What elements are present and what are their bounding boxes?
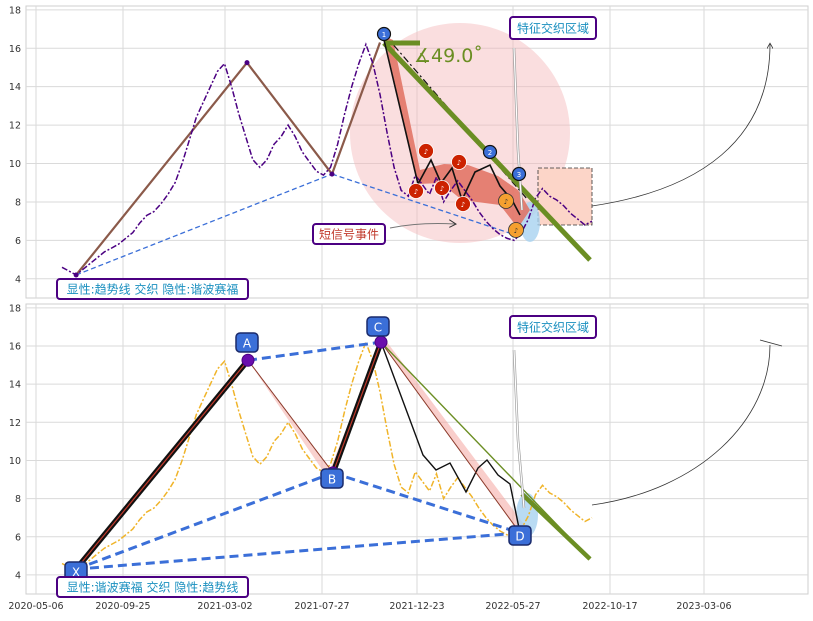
- signal-marker-orange: [508, 222, 524, 238]
- wave-number-marker: [511, 166, 527, 182]
- harmonic-point-label: D: [515, 530, 524, 544]
- wave-number-label: 1: [382, 31, 386, 39]
- x-tick-label: 2023-03-06: [676, 601, 731, 612]
- harmonic-leg-cd: [380, 341, 521, 534]
- harmonic-point-box: [508, 525, 532, 546]
- signal-marker-glyph: ♪: [461, 201, 465, 209]
- support-line-2: [331, 173, 521, 238]
- zone-pointer-inner: [513, 47, 523, 211]
- feature-zone-label-bottom: 特征交织区域: [517, 319, 589, 334]
- signal-marker-glyph: ♪: [414, 188, 418, 196]
- series-line-bottom: [61, 340, 593, 572]
- y-tick-label: 6: [15, 236, 21, 247]
- zone-pointer-bottom-inner: [513, 349, 525, 509]
- short-signal-label: 短信号事件: [319, 227, 379, 241]
- x-tick-label: 2020-05-06: [8, 601, 63, 612]
- short-signal-label-box: [312, 223, 386, 245]
- signal-marker: [408, 183, 424, 199]
- harmonic-point-label: B: [328, 473, 336, 487]
- harmonic-point-box: [366, 316, 390, 337]
- y-tick-label: 10: [9, 456, 21, 467]
- pivot-dot: [244, 60, 250, 66]
- y-tick-label: 6: [15, 532, 21, 543]
- harmonic-dashed-link: [332, 471, 521, 535]
- signal-marker-glyph: ♪: [424, 148, 428, 156]
- harmonic-point-dot: [241, 353, 255, 367]
- signal-marker: [455, 196, 471, 212]
- wave-number-marker: [482, 144, 498, 160]
- harmonic-dashed-link: [75, 531, 521, 571]
- y-tick-label: 4: [15, 570, 21, 581]
- harmonic-point-label: A: [243, 337, 252, 351]
- signal-marker-glyph: ♪: [457, 159, 461, 167]
- y-tick-label: 10: [9, 159, 21, 170]
- feature-zone-label-box: [509, 16, 597, 40]
- harmonic-point-dot: [374, 335, 388, 349]
- wave-number-label: 3: [517, 171, 521, 179]
- projection-cap: [759, 339, 783, 347]
- series-line-top: [61, 42, 593, 276]
- harmonic-fill-cd: [381, 342, 526, 533]
- x-tick-label: 2022-05-27: [485, 601, 540, 612]
- top-legend-label-box: [56, 278, 249, 300]
- harmonic-leg-ab: [247, 359, 334, 474]
- angle-label: ∡49.0˚: [414, 45, 483, 67]
- harmonic-leg-bc-core: [332, 341, 382, 474]
- x-tick-label: 2021-07-27: [294, 601, 349, 612]
- x-tick-label: 2021-12-23: [389, 601, 444, 612]
- y-tick-label: 14: [9, 380, 21, 391]
- y-tick-label: 16: [9, 44, 21, 55]
- wave-number-label: 2: [488, 149, 492, 157]
- x-tick-label: 2022-10-17: [582, 601, 637, 612]
- wave-number-marker: [376, 26, 392, 42]
- signal-marker-glyph: ♪: [514, 227, 518, 235]
- y-tick-label: 12: [9, 121, 21, 132]
- harmonic-dashed-link: [75, 471, 334, 571]
- support-line: [75, 173, 333, 276]
- pivot-dot: [329, 171, 335, 177]
- y-tick-label: 8: [15, 197, 21, 208]
- harmonic-dashed-link: [247, 340, 382, 362]
- projection-curve-bottom: [591, 344, 771, 506]
- x-tick-label: 2021-03-02: [197, 601, 252, 612]
- pivot-dot: [73, 272, 79, 278]
- harmonic-point-label: X: [72, 566, 80, 580]
- signal-marker-glyph: ♪: [440, 185, 444, 193]
- y-tick-label: 14: [9, 82, 21, 93]
- projection-curve-top: [591, 44, 770, 207]
- short-signal-arrow: [389, 224, 455, 229]
- x-tick-label: 2020-09-25: [95, 601, 150, 612]
- top-legend-label: 显性:趋势线 交织 隐性:谐波赛福: [67, 281, 239, 296]
- bottom-legend-label: 显性:谐波赛福 交织 隐性:趋势线: [67, 579, 239, 594]
- harmonic-point-box: [320, 468, 344, 489]
- y-tick-label: 4: [15, 274, 21, 285]
- trend-zigzag: [75, 42, 382, 276]
- signal-marker-glyph: ♪: [504, 198, 508, 206]
- signal-marker: [418, 143, 434, 159]
- y-tick-label: 12: [9, 418, 21, 429]
- y-tick-label: 16: [9, 341, 21, 352]
- harmonic-leg-xa-core: [75, 359, 249, 570]
- signal-marker: [434, 180, 450, 196]
- feature-zone-label: 特征交织区域: [517, 20, 589, 35]
- signal-marker-orange: [498, 193, 514, 209]
- harmonic-point-box: [235, 332, 259, 353]
- y-tick-label: 18: [9, 303, 21, 314]
- signal-marker: [451, 154, 467, 170]
- green-trendline-bottom: [520, 492, 592, 561]
- feature-zone-label-bottom-box: [509, 315, 597, 339]
- harmonic-leg-cd-line: [380, 341, 521, 534]
- bottom-legend-label-box: [56, 576, 249, 598]
- y-tick-label: 8: [15, 494, 21, 505]
- harmonic-point-label: C: [374, 321, 382, 335]
- y-tick-label: 18: [9, 5, 21, 16]
